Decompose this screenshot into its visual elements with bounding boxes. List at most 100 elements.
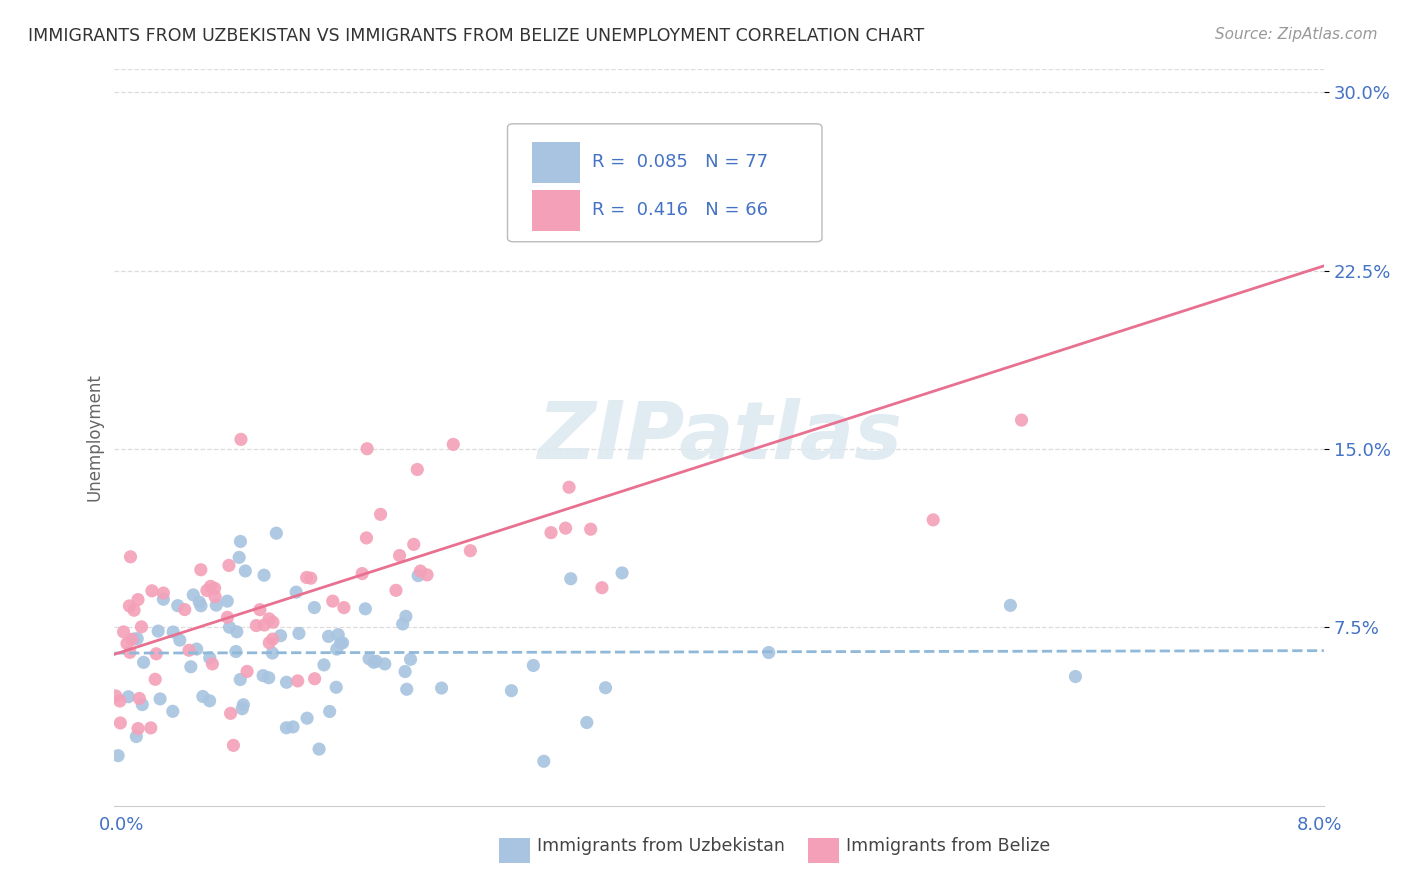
Point [922, 513, 945, 527]
Point [366, 654, 388, 668]
Point [295, 570, 318, 584]
Point [177, 643, 200, 657]
Point [127, 722, 149, 736]
Point [107, 748, 129, 763]
Point [231, 702, 253, 716]
Point [152, 586, 174, 600]
Point [281, 720, 304, 734]
Text: R =  0.085   N = 77: R = 0.085 N = 77 [592, 153, 768, 171]
Point [354, 602, 377, 616]
Point [460, 543, 482, 558]
Point [112, 624, 135, 639]
Point [169, 633, 191, 648]
Point [252, 668, 274, 682]
Point [262, 646, 284, 660]
Point [190, 563, 212, 577]
Point [295, 711, 318, 725]
Point [595, 681, 617, 695]
Point [356, 442, 378, 456]
Point [1011, 413, 1033, 427]
Point [118, 599, 141, 613]
Point [188, 595, 211, 609]
Point [128, 691, 150, 706]
Point [229, 433, 252, 447]
Point [363, 655, 385, 669]
Point [218, 558, 240, 573]
Point [104, 689, 127, 703]
Point [391, 617, 413, 632]
Point [374, 657, 396, 671]
Point [262, 615, 284, 630]
FancyBboxPatch shape [508, 124, 823, 242]
Point [180, 660, 202, 674]
Point [195, 583, 218, 598]
Point [162, 625, 184, 640]
Point [131, 698, 153, 712]
Point [229, 673, 252, 687]
Point [218, 620, 240, 634]
Point [356, 531, 378, 545]
Text: Immigrants from Uzbekistan: Immigrants from Uzbekistan [537, 837, 785, 855]
Point [441, 437, 464, 451]
Text: ZIPatlas: ZIPatlas [537, 398, 901, 476]
Point [198, 650, 221, 665]
Point [228, 550, 250, 565]
Point [108, 694, 131, 708]
Point [533, 754, 555, 768]
Point [430, 681, 453, 695]
Point [522, 658, 544, 673]
Point [222, 739, 245, 753]
Point [402, 537, 425, 551]
Point [122, 632, 145, 646]
Point [385, 583, 408, 598]
Point [166, 599, 188, 613]
Point [139, 721, 162, 735]
Point [560, 572, 582, 586]
Point [318, 705, 340, 719]
Point [198, 694, 221, 708]
Point [236, 665, 259, 679]
Point [249, 602, 271, 616]
Point [312, 657, 335, 672]
Point [201, 657, 224, 671]
Point [181, 588, 204, 602]
Point [1064, 669, 1087, 683]
Point [329, 636, 352, 650]
Point [322, 594, 344, 608]
Point [287, 673, 309, 688]
Point [219, 706, 242, 721]
Point [152, 592, 174, 607]
Point [257, 612, 280, 626]
Point [233, 564, 256, 578]
Point [304, 672, 326, 686]
Point [191, 690, 214, 704]
Point [406, 568, 429, 582]
Point [399, 652, 422, 666]
Point [217, 610, 239, 624]
Point [173, 602, 195, 616]
Point [121, 632, 143, 647]
Point [325, 680, 347, 694]
Point [370, 508, 392, 522]
Point [409, 564, 432, 578]
Point [117, 690, 139, 704]
Point [579, 522, 602, 536]
Point [1000, 599, 1022, 613]
Point [143, 673, 166, 687]
Point [352, 566, 374, 581]
Point [270, 629, 292, 643]
Point [122, 603, 145, 617]
Point [162, 704, 184, 718]
Point [333, 600, 356, 615]
Point [110, 715, 132, 730]
Point [266, 526, 288, 541]
Point [232, 698, 254, 712]
Point [205, 598, 228, 612]
Point [125, 730, 148, 744]
FancyBboxPatch shape [531, 190, 581, 231]
Text: IMMIGRANTS FROM UZBEKISTAN VS IMMIGRANTS FROM BELIZE UNEMPLOYMENT CORRELATION CH: IMMIGRANTS FROM UZBEKISTAN VS IMMIGRANTS… [28, 27, 924, 45]
Point [738, 169, 761, 183]
Text: 8.0%: 8.0% [1298, 816, 1343, 834]
Point [558, 480, 581, 494]
Point [118, 645, 141, 659]
